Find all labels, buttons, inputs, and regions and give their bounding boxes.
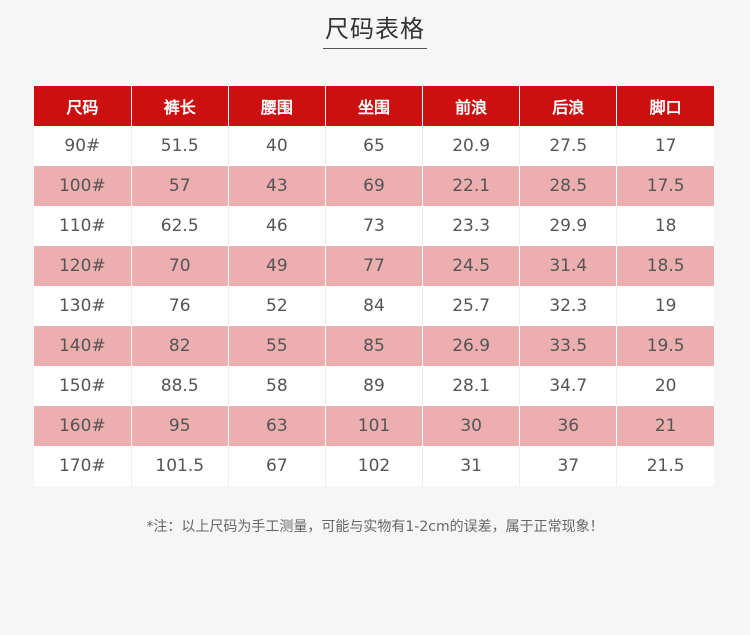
table-row: 110# 62.5 46 73 23.3 29.9 18 xyxy=(34,206,714,246)
table-cell: 55 xyxy=(227,326,326,366)
header-cell-waist: 腰围 xyxy=(227,86,326,126)
table-cell: 22.1 xyxy=(422,166,520,206)
table-cell: 25.7 xyxy=(422,286,520,326)
header-cell-size: 尺码 xyxy=(34,86,132,126)
table-cell: 90# xyxy=(64,136,101,156)
table-row: 130# 76 52 84 25.7 32.3 19 xyxy=(34,286,714,326)
table-cell: 73 xyxy=(324,206,423,246)
measurement-note: *注：以上尺码为手工测量，可能与实物有1-2cm的误差，属于正常现象！ xyxy=(146,519,604,535)
table-cell: 26.9 xyxy=(422,326,520,366)
table-cell: 17 xyxy=(616,126,714,166)
table-cell: 150# xyxy=(58,376,106,396)
table-cell: 33.5 xyxy=(519,326,617,366)
table-cell: 130# xyxy=(58,296,106,316)
page-title: 尺码表格 xyxy=(323,14,427,49)
table-cell: 36 xyxy=(519,406,617,446)
table-cell: 89 xyxy=(324,366,423,406)
table-cell: 43 xyxy=(227,166,326,206)
table-cell: 140# xyxy=(58,336,106,356)
table-row: 120# 70 49 77 24.5 31.4 18.5 xyxy=(34,246,714,286)
table-cell: 88.5 xyxy=(130,366,229,406)
table-cell: 18 xyxy=(616,206,714,246)
table-cell: 49 xyxy=(227,246,326,286)
table-row: 170# 101.5 67 102 31 37 21.5 xyxy=(34,446,714,486)
table-cell: 170# xyxy=(58,456,106,476)
table-cell: 46 xyxy=(227,206,326,246)
table-cell: 40 xyxy=(227,126,326,166)
table-cell: 62.5 xyxy=(130,206,229,246)
table-cell: 100# xyxy=(58,176,106,196)
table-row: 160# 95 63 101 30 36 21 xyxy=(34,406,714,446)
table-cell: 31.4 xyxy=(519,246,617,286)
table-cell: 37 xyxy=(519,446,617,486)
table-cell: 67 xyxy=(227,446,326,486)
header-cell-front-rise: 前浪 xyxy=(422,86,520,126)
table-cell: 102 xyxy=(324,446,423,486)
table-header-row: 尺码 裤长 腰围 坐围 前浪 后浪 脚口 xyxy=(34,86,714,126)
table-cell: 32.3 xyxy=(519,286,617,326)
table-row: 140# 82 55 85 26.9 33.5 19.5 xyxy=(34,326,714,366)
table-cell: 24.5 xyxy=(422,246,520,286)
header-cell-back-rise: 后浪 xyxy=(519,86,617,126)
table-cell: 18.5 xyxy=(616,246,714,286)
table-cell: 28.1 xyxy=(422,366,520,406)
table-cell: 17.5 xyxy=(616,166,714,206)
table-row: 90# 51.5 40 65 20.9 27.5 17 xyxy=(34,126,714,166)
table-cell: 21 xyxy=(616,406,714,446)
header-cell-length: 裤长 xyxy=(130,86,229,126)
table-cell: 77 xyxy=(324,246,423,286)
table-cell: 82 xyxy=(130,326,229,366)
table-cell: 95 xyxy=(130,406,229,446)
table-cell: 84 xyxy=(324,286,423,326)
table-cell: 85 xyxy=(324,326,423,366)
table-cell: 21.5 xyxy=(616,446,714,486)
table-cell: 20.9 xyxy=(422,126,520,166)
table-cell: 58 xyxy=(227,366,326,406)
table-cell: 19.5 xyxy=(616,326,714,366)
table-row: 150# 88.5 58 89 28.1 34.7 20 xyxy=(34,366,714,406)
table-cell: 69 xyxy=(324,166,423,206)
table-cell: 20 xyxy=(616,366,714,406)
table-cell: 63 xyxy=(227,406,326,446)
table-cell: 23.3 xyxy=(422,206,520,246)
table-cell: 27.5 xyxy=(519,126,617,166)
header-cell-hip: 坐围 xyxy=(324,86,423,126)
table-cell: 34.7 xyxy=(519,366,617,406)
table-cell: 110# xyxy=(58,216,106,236)
table-cell: 52 xyxy=(227,286,326,326)
table-cell: 70 xyxy=(130,246,229,286)
header-cell-leg-opening: 脚口 xyxy=(616,86,714,126)
table-cell: 57 xyxy=(130,166,229,206)
table-cell: 160# xyxy=(58,416,106,436)
table-cell: 29.9 xyxy=(519,206,617,246)
table-cell: 76 xyxy=(130,286,229,326)
table-cell: 101.5 xyxy=(130,446,229,486)
size-table: 尺码 裤长 腰围 坐围 前浪 后浪 脚口 90# 51.5 40 65 20.9… xyxy=(34,86,714,486)
table-cell: 120# xyxy=(58,256,106,276)
table-cell: 19 xyxy=(616,286,714,326)
table-cell: 65 xyxy=(324,126,423,166)
table-row: 100# 57 43 69 22.1 28.5 17.5 xyxy=(34,166,714,206)
table-cell: 51.5 xyxy=(130,126,229,166)
table-cell: 28.5 xyxy=(519,166,617,206)
table-cell: 31 xyxy=(422,446,520,486)
title-wrap: 尺码表格 xyxy=(0,14,750,49)
table-cell: 101 xyxy=(324,406,423,446)
table-cell: 30 xyxy=(422,406,520,446)
